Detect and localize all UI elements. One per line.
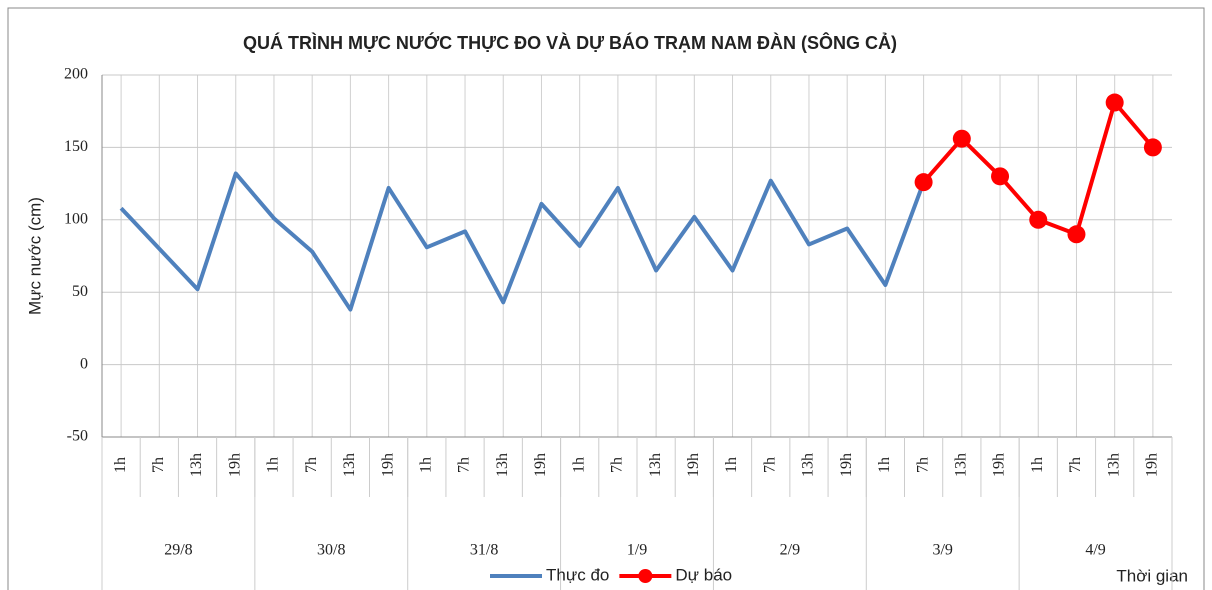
series-line xyxy=(119,171,926,312)
x-tick-label: 19h xyxy=(838,453,855,477)
x-tick-label: 19h xyxy=(1144,453,1161,477)
legend-label: Thực đo xyxy=(546,565,609,584)
series-marker xyxy=(1105,93,1124,112)
series-marker xyxy=(1143,138,1162,157)
series-marker xyxy=(1029,210,1048,229)
x-tick-label: 7h xyxy=(609,457,626,473)
x-tick-label: 19h xyxy=(379,453,396,477)
x-tick-label: 19h xyxy=(991,453,1008,477)
x-tick-label: 13h xyxy=(1105,453,1122,477)
group-label: 30/8 xyxy=(317,542,345,559)
x-tick-label: 1h xyxy=(265,457,282,473)
x-tick-label: 13h xyxy=(800,453,817,477)
group-label: 4/9 xyxy=(1085,542,1105,559)
x-tick-label: 1h xyxy=(417,457,434,473)
legend-label: Dự báo xyxy=(675,565,732,584)
y-axis-label: Mực nước (cm) xyxy=(25,197,44,315)
y-tick-label: 0 xyxy=(80,355,88,372)
chart-title: QUÁ TRÌNH MỰC NƯỚC THỰC ĐO VÀ DỰ BÁO TRẠ… xyxy=(243,32,897,53)
x-tick-label: 13h xyxy=(188,453,205,477)
group-label: 2/9 xyxy=(780,542,800,559)
x-tick-label: 7h xyxy=(303,457,320,473)
x-tick-label: 13h xyxy=(647,453,664,477)
chart-frame xyxy=(7,7,1205,590)
x-tick-label: 1h xyxy=(112,457,129,473)
y-tick-label: 100 xyxy=(64,210,88,227)
x-tick-label: 19h xyxy=(685,453,702,477)
x-tick-label: 1h xyxy=(876,457,893,473)
y-tick-label: -50 xyxy=(67,428,88,445)
legend-marker xyxy=(638,569,653,583)
y-tick-label: 50 xyxy=(72,283,88,300)
x-tick-label: 19h xyxy=(532,453,549,477)
series-marker xyxy=(914,173,933,192)
x-tick-label: 13h xyxy=(341,453,358,477)
series-marker xyxy=(1067,225,1086,244)
x-tick-label: 7h xyxy=(914,457,931,473)
series-marker xyxy=(991,167,1010,186)
group-label: 31/8 xyxy=(470,542,498,559)
x-tick-label: 7h xyxy=(456,457,473,473)
x-tick-label: 13h xyxy=(494,453,511,477)
x-tick-label: 7h xyxy=(761,457,778,473)
series-marker xyxy=(952,129,971,148)
y-tick-label: 200 xyxy=(64,66,88,83)
x-tick-label: 19h xyxy=(226,453,243,477)
x-tick-label: 1h xyxy=(570,457,587,473)
y-tick-label: 150 xyxy=(64,138,88,155)
group-label: 3/9 xyxy=(932,542,952,559)
x-tick-label: 7h xyxy=(1067,457,1084,473)
x-tick-label: 13h xyxy=(952,453,969,477)
x-axis-label: Thời gian xyxy=(1116,566,1188,585)
group-label: 1/9 xyxy=(627,542,647,559)
x-tick-label: 7h xyxy=(150,457,167,473)
x-tick-label: 1h xyxy=(1029,457,1046,473)
x-tick-label: 1h xyxy=(723,457,740,473)
group-label: 29/8 xyxy=(164,542,192,559)
